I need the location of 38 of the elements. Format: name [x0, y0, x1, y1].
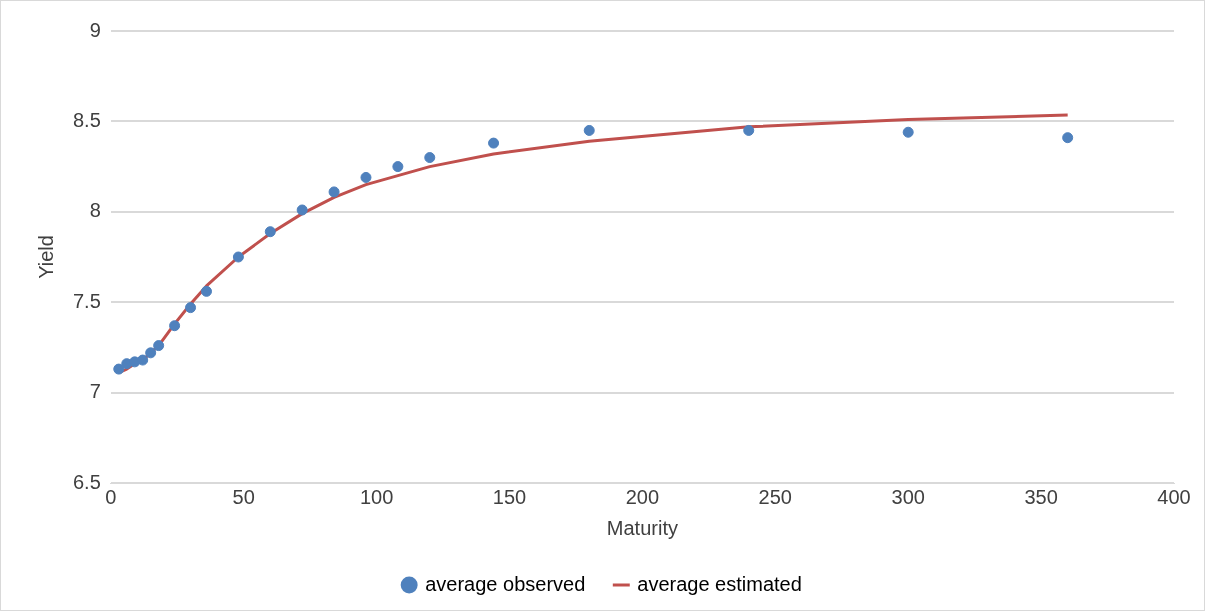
y-tick-label: 6.5 [72, 470, 101, 493]
x-tick-label: 250 [758, 485, 792, 508]
x-tick-label: 150 [492, 485, 527, 508]
point [145, 347, 157, 359]
y-tick-label: 7.5 [72, 289, 101, 312]
point [360, 171, 372, 183]
y-tick-label: 8 [89, 199, 101, 222]
point [902, 126, 914, 138]
y-tick-label: 8.5 [72, 108, 101, 131]
point [153, 340, 165, 352]
point [488, 137, 500, 149]
y-axis-title: Yield [34, 235, 57, 279]
point [113, 363, 125, 375]
x-tick-label: 0 [105, 485, 117, 508]
legend-label: average estimated [637, 572, 802, 595]
x-tick-label: 200 [625, 485, 660, 508]
point [743, 124, 755, 136]
point [185, 302, 197, 314]
point [296, 204, 308, 216]
point [392, 161, 404, 173]
legend-label: average observed [425, 572, 586, 595]
x-tick-label: 350 [1024, 485, 1058, 508]
x-tick-label: 300 [891, 485, 925, 508]
point [200, 285, 212, 297]
x-tick-label: 50 [232, 485, 255, 508]
y-tick-label: 7 [89, 380, 101, 403]
point [137, 354, 149, 366]
point [232, 251, 244, 263]
y-tick-label: 9 [89, 18, 101, 41]
point [1062, 132, 1074, 144]
point [328, 186, 340, 198]
point [424, 152, 436, 164]
point [264, 226, 276, 238]
x-tick-label: 100 [359, 485, 394, 508]
point [583, 124, 595, 136]
x-axis-title: Maturity [606, 516, 678, 539]
point [169, 320, 181, 332]
x-tick-label: 400 [1157, 485, 1191, 508]
